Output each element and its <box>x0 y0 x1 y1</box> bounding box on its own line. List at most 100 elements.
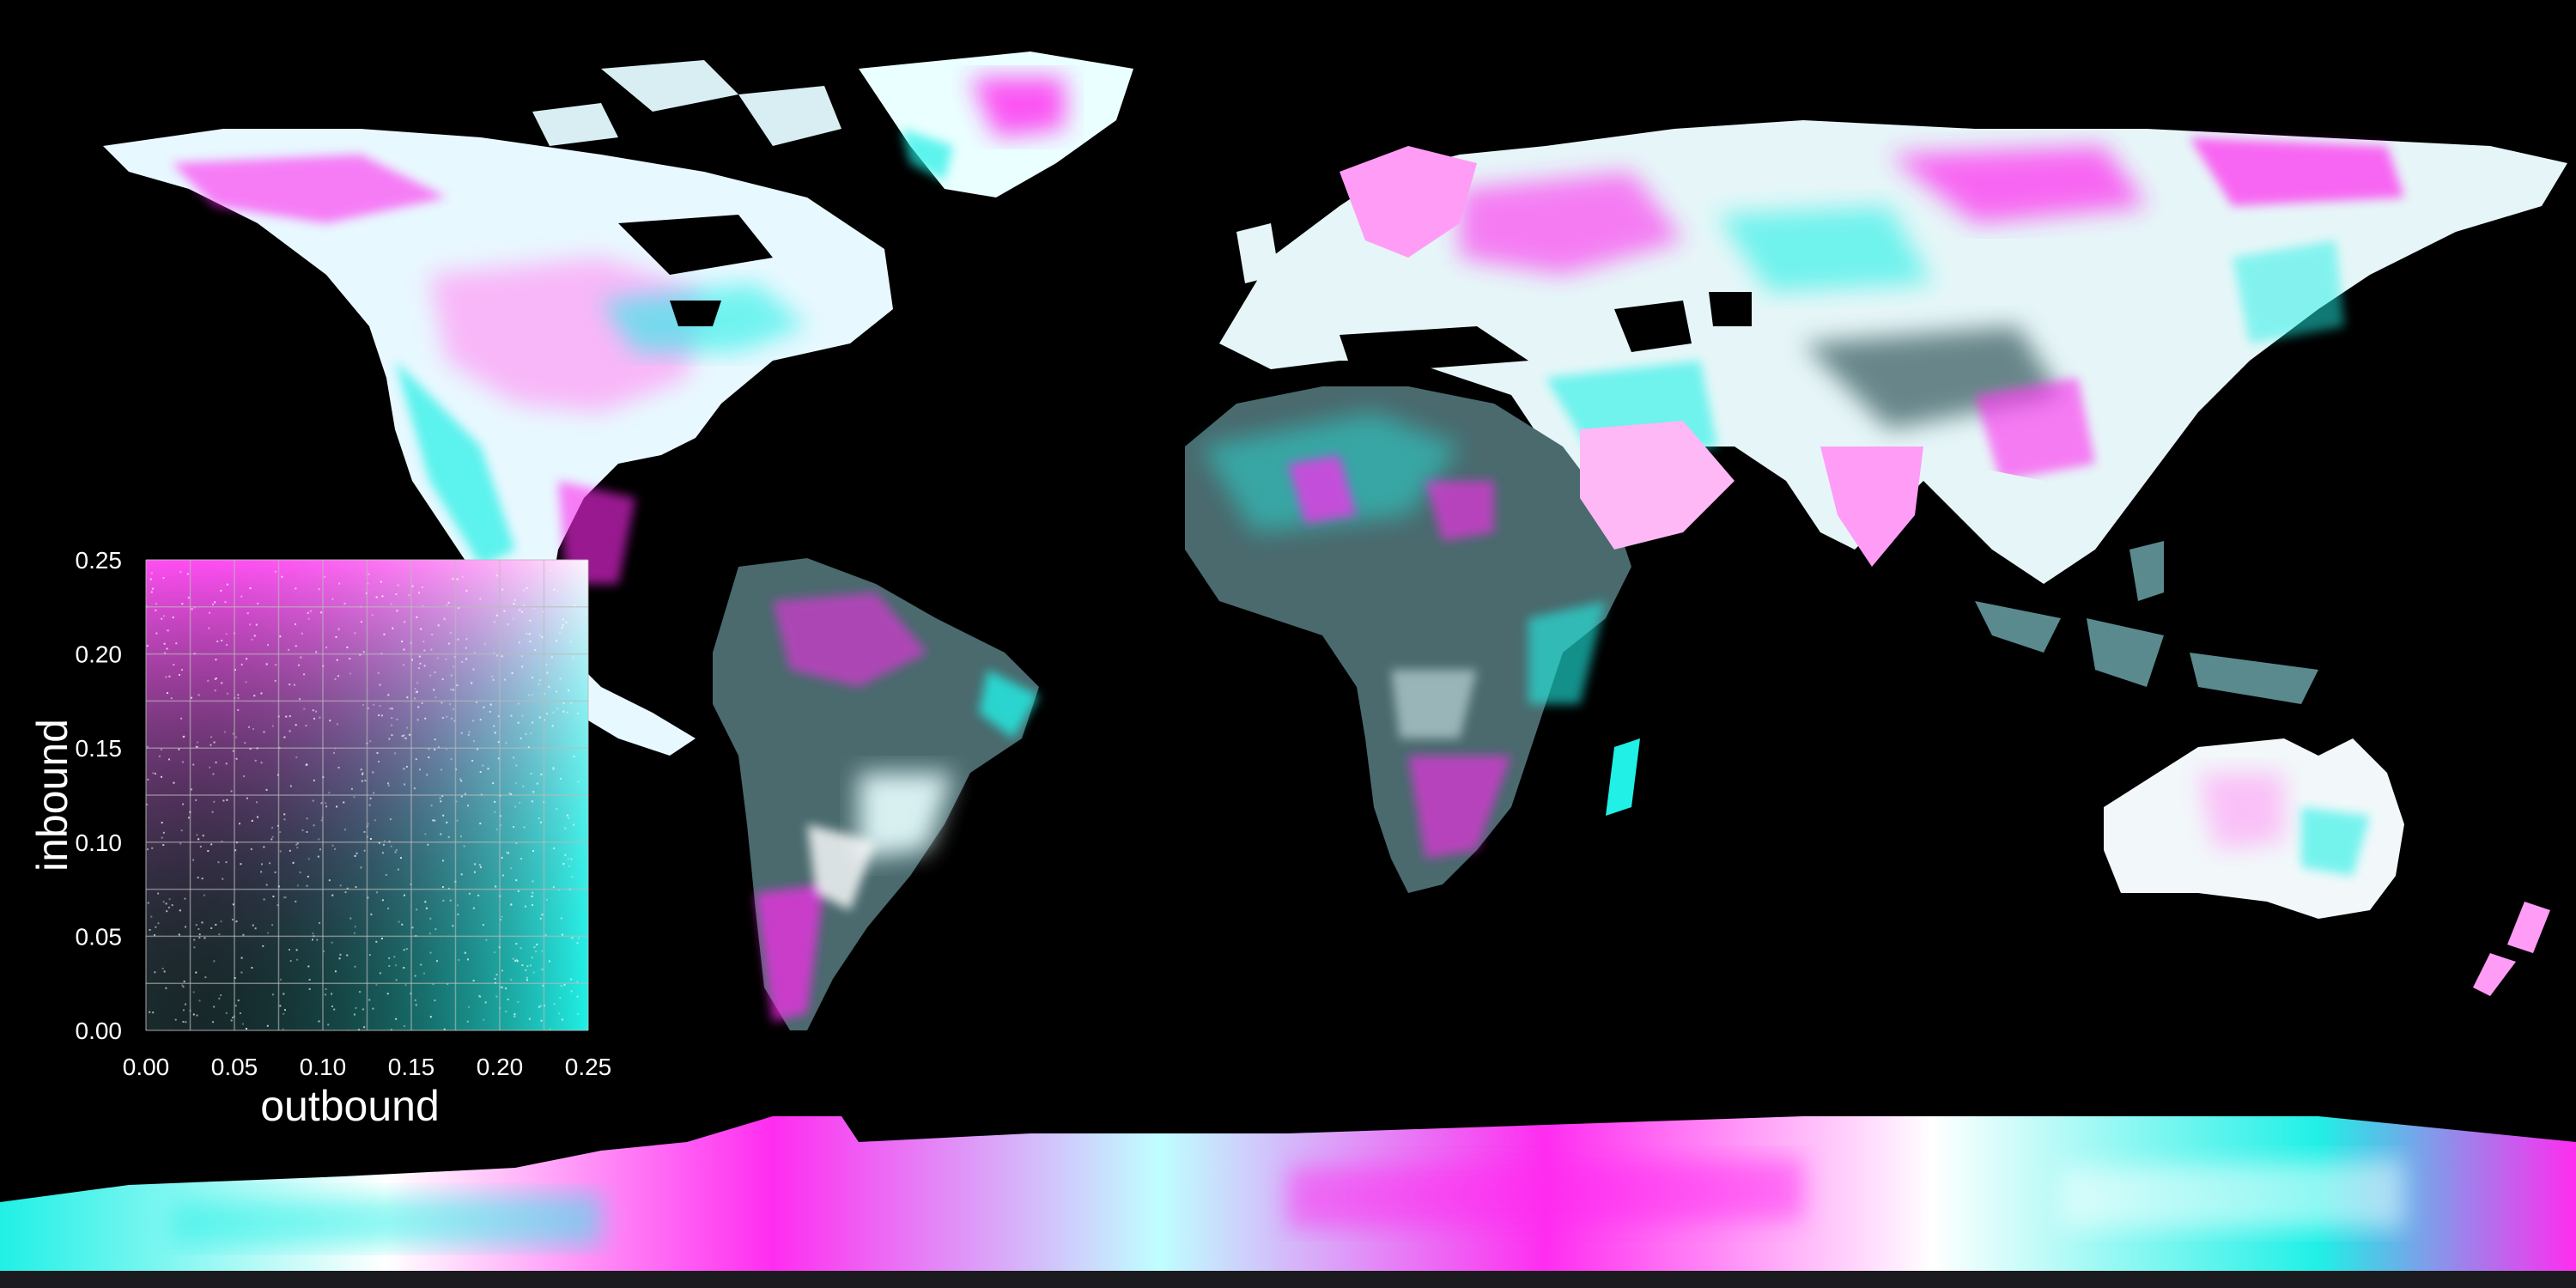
legend-scatter-point <box>195 745 197 748</box>
legend-scatter-point <box>479 995 482 998</box>
legend-scatter-point <box>361 772 364 775</box>
legend-scatter-point <box>460 780 463 782</box>
legend-scatter-point <box>190 788 192 791</box>
legend-scatter-point <box>381 852 384 854</box>
legend-scatter-point <box>404 737 406 739</box>
legend-scatter-point <box>411 585 414 587</box>
legend-scatter-point <box>216 641 219 643</box>
legend-scatter-point <box>548 960 550 963</box>
legend-scatter-point <box>552 886 555 889</box>
legend-y-tick-label: 0.20 <box>76 641 123 668</box>
legend-scatter-point <box>394 964 397 967</box>
legend-scatter-point <box>421 586 423 588</box>
legend-scatter-point <box>201 878 204 880</box>
legend-scatter-point <box>546 898 549 901</box>
legend-scatter-point <box>430 648 433 651</box>
legend-scatter-point <box>220 920 222 923</box>
legend-scatter-point <box>298 664 301 666</box>
legend-scatter-point <box>232 903 234 906</box>
legend-scatter-point <box>532 971 535 974</box>
legend-scatter-point <box>288 648 290 651</box>
legend-scatter-point <box>413 787 416 790</box>
legend-scatter-point <box>237 694 240 696</box>
legend-scatter-point <box>274 679 276 682</box>
legend-scatter-point <box>403 1025 405 1028</box>
legend-scatter-point <box>246 1028 248 1030</box>
legend-scatter-point <box>424 901 427 903</box>
legend-scatter-point <box>553 1003 556 1005</box>
legend-scatter-point <box>428 748 430 750</box>
legend-scatter-point <box>391 708 393 710</box>
legend-scatter-point <box>517 890 519 892</box>
legend-scatter-point <box>368 573 370 575</box>
legend-scatter-point <box>513 825 515 828</box>
legend-scatter-point <box>484 642 487 645</box>
bottom-strip <box>0 1271 2576 1288</box>
legend-scatter-point <box>260 871 263 873</box>
legend-scatter-point <box>505 987 507 990</box>
legend-scatter-point <box>279 850 282 853</box>
legend-scatter-point <box>197 876 199 878</box>
legend-scatter-point <box>243 775 246 778</box>
legend-scatter-point <box>337 675 339 677</box>
legend-scatter-point <box>528 1018 531 1020</box>
legend-scatter-point <box>165 676 167 678</box>
legend-scatter-point <box>166 692 168 695</box>
legend-scatter-point <box>155 609 157 611</box>
legend-scatter-point <box>232 732 234 735</box>
legend-scatter-point <box>531 957 533 959</box>
legend-scatter-point <box>369 740 372 743</box>
legend-scatter-point <box>495 885 497 888</box>
legend-scatter-point <box>241 1023 244 1025</box>
legend-scatter-point <box>495 614 498 617</box>
legend-scatter-point <box>513 1013 516 1016</box>
legend-y-tick-label: 0.00 <box>76 1018 123 1044</box>
legend-scatter-point <box>536 782 538 785</box>
legend-scatter-point <box>434 999 436 1002</box>
legend-scatter-point <box>283 818 286 821</box>
legend-scatter-point <box>390 845 392 848</box>
legend-scatter-point <box>452 689 454 691</box>
legend-scatter-point <box>260 692 263 695</box>
legend-scatter-point <box>249 748 252 750</box>
legend-scatter-point <box>208 611 210 614</box>
legend-scatter-point <box>430 805 433 807</box>
legend-scatter-point <box>240 957 243 959</box>
legend-scatter-point <box>541 950 544 952</box>
legend-scatter-point <box>390 1029 392 1030</box>
legend-scatter-point <box>381 899 384 902</box>
legend-scatter-point <box>501 915 503 918</box>
legend-scatter-point <box>521 714 524 717</box>
legend-scatter-point <box>315 651 318 653</box>
legend-scatter-point <box>167 629 169 632</box>
legend-scatter-point <box>416 719 419 721</box>
legend-scatter-point <box>451 717 453 720</box>
legend-scatter-point <box>153 934 155 937</box>
legend-scatter-point <box>155 926 157 928</box>
legend-scatter-point <box>343 602 346 605</box>
legend-scatter-point <box>363 849 366 852</box>
legend-scatter-point <box>331 1005 334 1008</box>
legend-scatter-point <box>372 771 374 774</box>
legend-scatter-point <box>492 678 495 681</box>
legend-x-axis-label: outbound <box>260 1082 440 1130</box>
legend-scatter-point <box>447 601 450 604</box>
legend-scatter-point <box>215 677 217 680</box>
legend-scatter-point <box>180 669 183 671</box>
legend-scatter-point <box>283 993 285 995</box>
legend-scatter-point <box>465 638 468 641</box>
legend-scatter-point <box>563 983 566 986</box>
legend-scatter-point <box>151 847 154 849</box>
legend-scatter-point <box>440 769 443 771</box>
legend-scatter-point <box>332 751 335 754</box>
legend-scatter-point <box>457 904 459 907</box>
legend-scatter-point <box>186 573 189 575</box>
legend-scatter-point <box>514 805 517 808</box>
legend-scatter-point <box>460 873 463 876</box>
legend-scatter-point <box>515 764 518 767</box>
legend-scatter-point <box>271 826 274 829</box>
legend-scatter-point <box>388 738 391 740</box>
legend-scatter-point <box>346 954 349 957</box>
legend-scatter-point <box>529 964 532 967</box>
legend-scatter-point <box>422 641 425 643</box>
